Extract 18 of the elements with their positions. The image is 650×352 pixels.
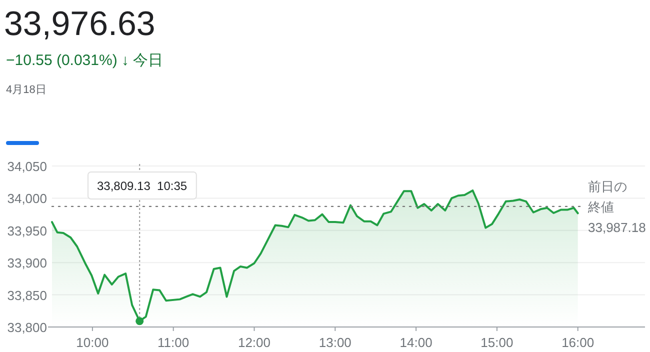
y-tick-label: 34,050 — [7, 159, 47, 174]
y-tick-label: 33,950 — [7, 223, 47, 238]
x-tick-label: 13:00 — [318, 335, 352, 350]
y-tick-label: 33,800 — [7, 320, 47, 335]
y-tick-label: 34,000 — [7, 191, 47, 206]
x-tick-label: 14:00 — [400, 335, 432, 350]
x-tick-label: 10:00 — [76, 335, 109, 350]
y-tick-label: 33,900 — [7, 256, 47, 271]
chart-title: 33,976.63 — [4, 5, 156, 43]
x-tick-label: 12:00 — [238, 335, 271, 350]
x-tick-label: 11:00 — [158, 335, 190, 350]
annotation: 33,809.13 10:35 — [97, 179, 188, 193]
x-tick-label: 15:00 — [480, 335, 514, 350]
text: 4月18日 — [6, 84, 46, 96]
ref-line-label: 前日の終値 33,987.18 — [587, 179, 646, 235]
y-tick-label: 33,850 — [7, 288, 47, 303]
x-tick-label: 16:00 — [562, 335, 594, 350]
chart-subtitle: −10.55 (0.031%) ↓ 今日 — [6, 52, 164, 69]
